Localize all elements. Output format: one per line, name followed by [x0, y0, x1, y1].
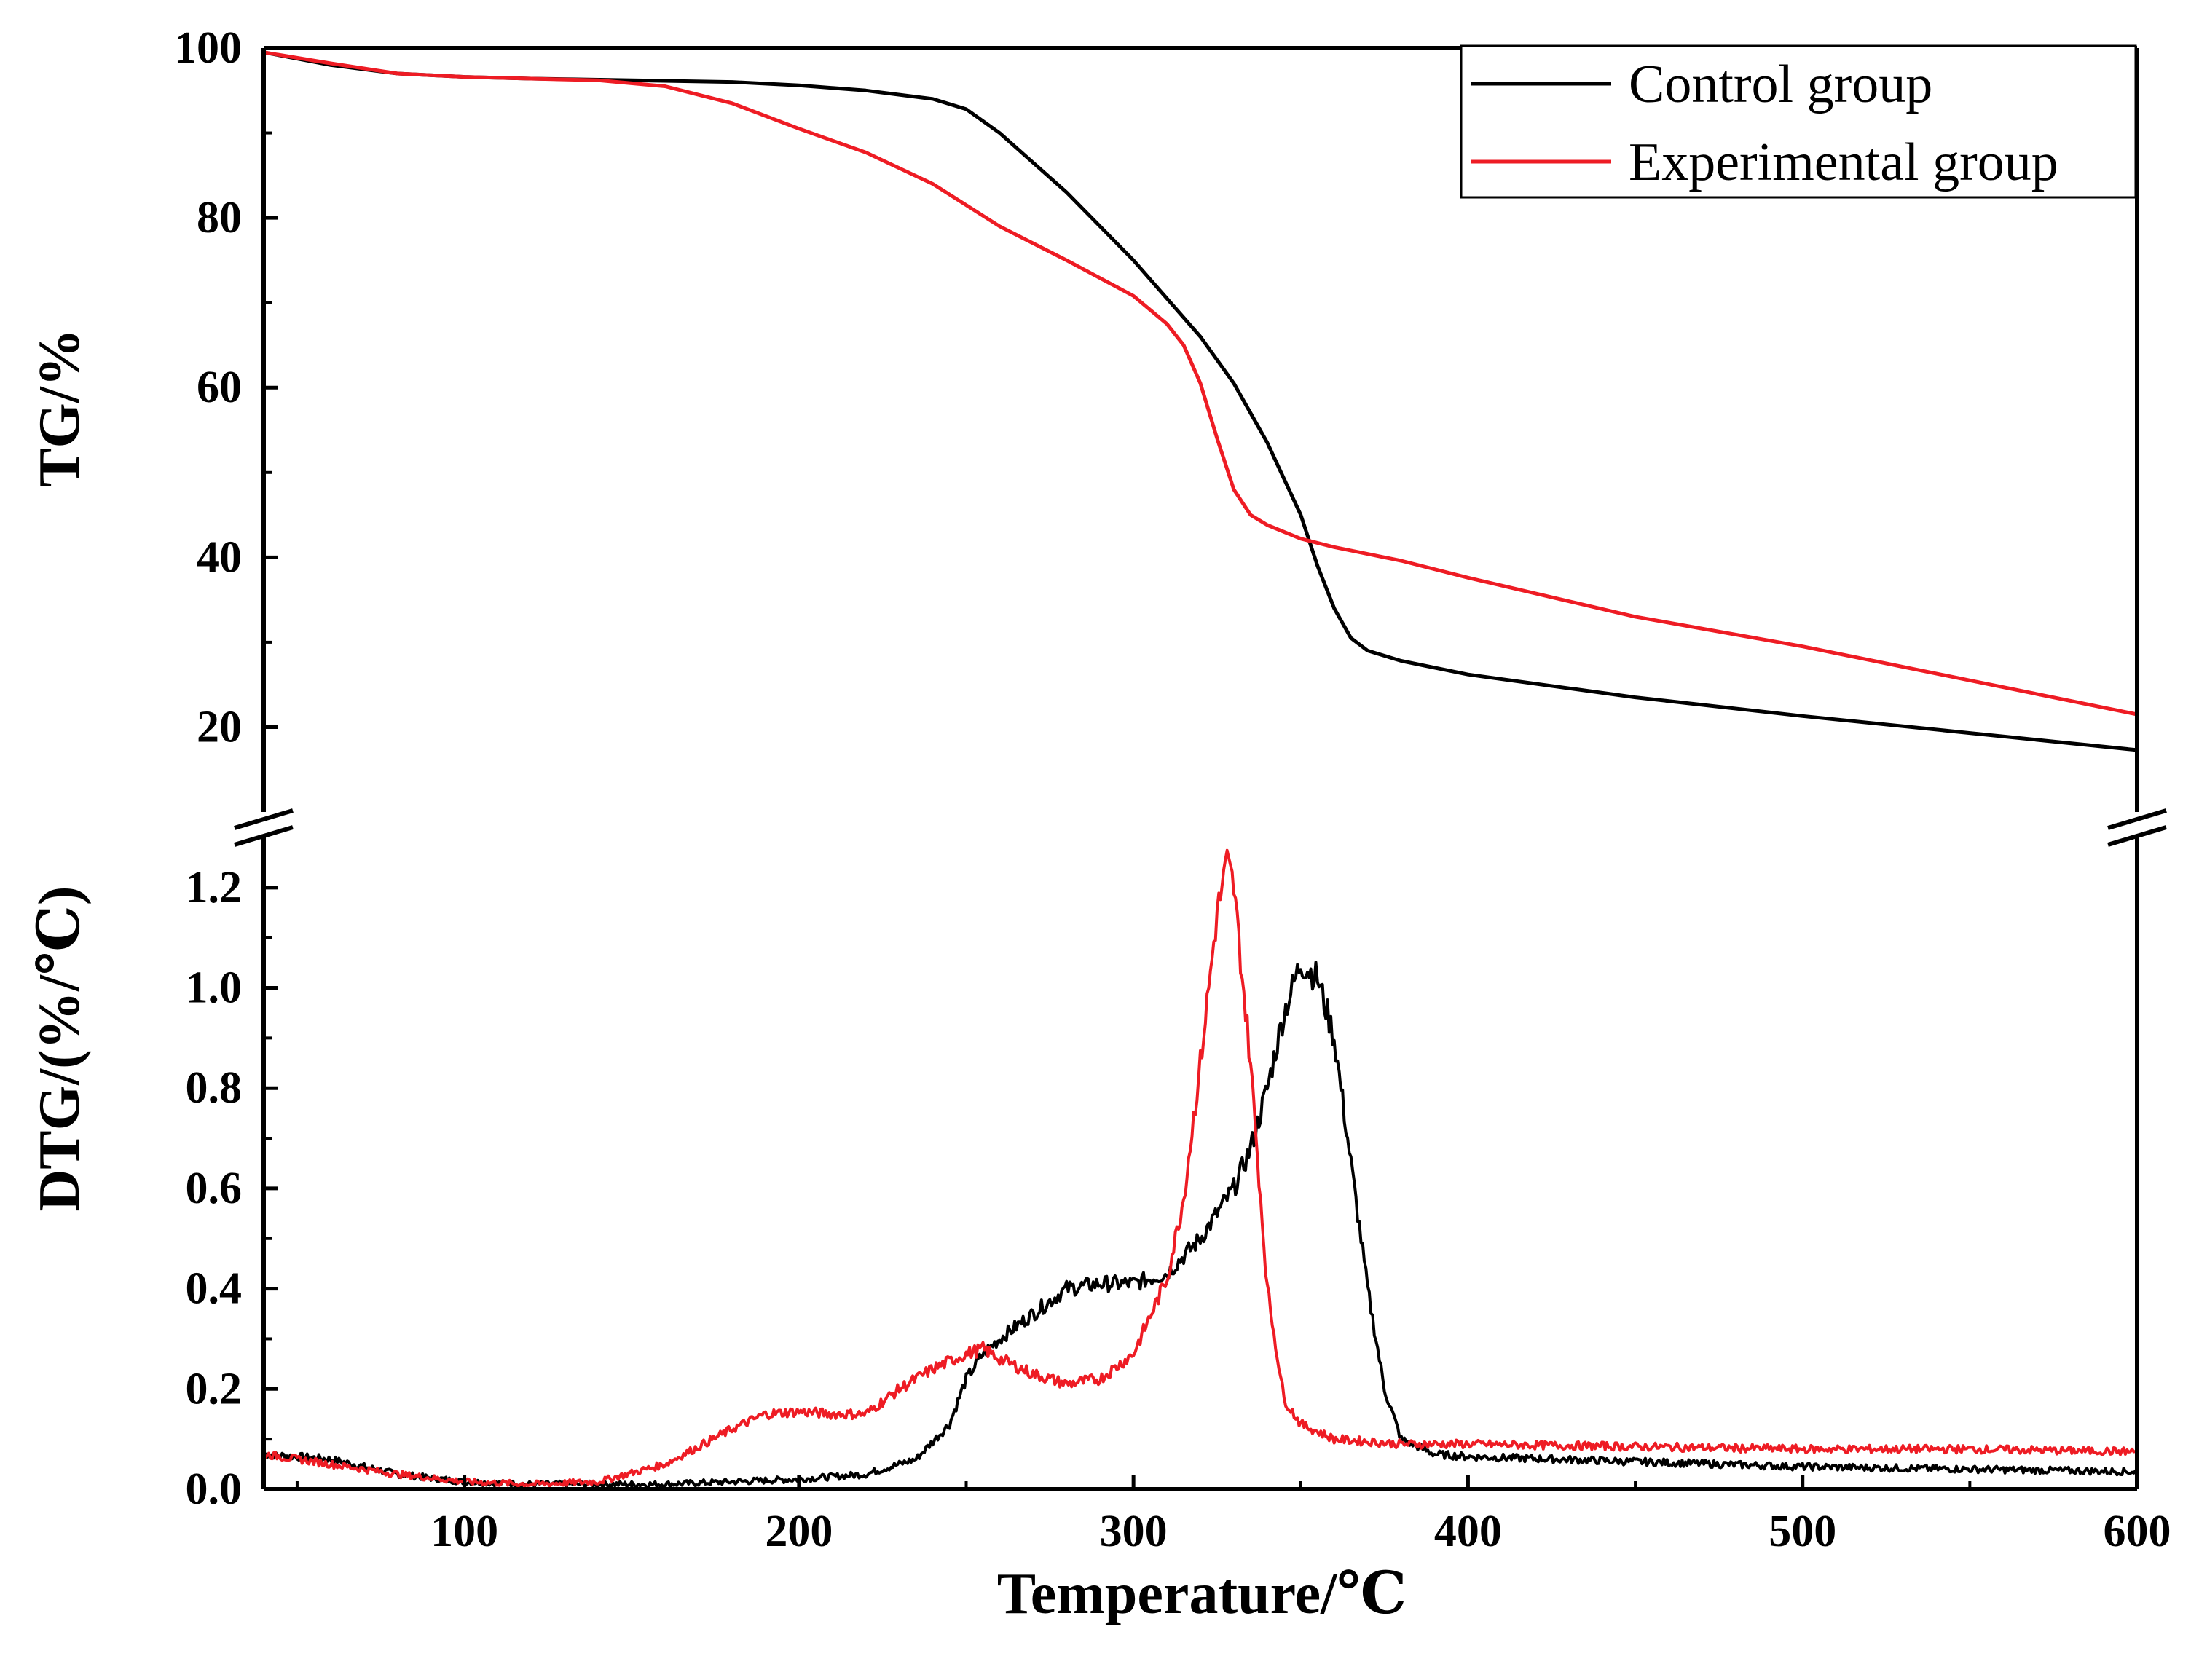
dtg-y-tick-label-0.6: 0.6 [186, 1164, 243, 1213]
dtg-y-tick-label-0.2: 0.2 [186, 1364, 243, 1413]
dtg-series-line-experimental [262, 848, 2138, 1488]
axis-break-mark-left-1 [234, 808, 294, 830]
tg-y-tick-label-20: 20 [197, 702, 242, 752]
axis-break-mark-left-2 [234, 825, 294, 847]
tg-axis-title: TG/% [28, 328, 92, 487]
legend-box [1460, 44, 2137, 199]
x-axis-title: Temperature/℃ [997, 1562, 1407, 1626]
legend-label-experimental: Experimental group [1629, 133, 2058, 192]
x-tick-label-400: 400 [1434, 1507, 1502, 1556]
axis-break-mark-right-1 [2107, 808, 2167, 830]
legend: Control group Experimental group [1460, 44, 2137, 199]
tg-y-tick-label-60: 60 [197, 363, 242, 412]
dtg-y-tick-label-1.0: 1.0 [186, 963, 243, 1013]
axes-layer: 100 200 300 400 500 600 20 40 60 80 100 0.0 0.2 0.4 0.… [174, 23, 2171, 1556]
dtg-series-line-control [263, 961, 2138, 1489]
tg-y-tick-label-40: 40 [197, 532, 242, 582]
x-tick-label-500: 500 [1769, 1507, 1836, 1556]
tg-series-line-experimental [263, 50, 2138, 717]
dtg-y-tick-label-1.2: 1.2 [186, 863, 243, 912]
legend-label-control: Control group [1629, 55, 1932, 114]
dtg-y-tick-label-0.8: 0.8 [186, 1063, 243, 1113]
series-layer [262, 50, 2138, 1489]
tg-y-tick-label-80: 80 [197, 193, 242, 242]
x-tick-label-200: 200 [765, 1507, 833, 1556]
x-tick-label-300: 300 [1100, 1507, 1168, 1556]
dtg-y-tick-label-0.0: 0.0 [186, 1464, 243, 1514]
dtg-axis-title: DTG/(%/℃) [28, 886, 92, 1212]
x-tick-label-600: 600 [2104, 1507, 2171, 1556]
tg-y-tick-label-100: 100 [174, 23, 242, 73]
dtg-y-tick-label-0.4: 0.4 [186, 1264, 243, 1314]
x-tick-label-100: 100 [430, 1507, 498, 1556]
axis-break-mark-right-2 [2107, 825, 2167, 847]
